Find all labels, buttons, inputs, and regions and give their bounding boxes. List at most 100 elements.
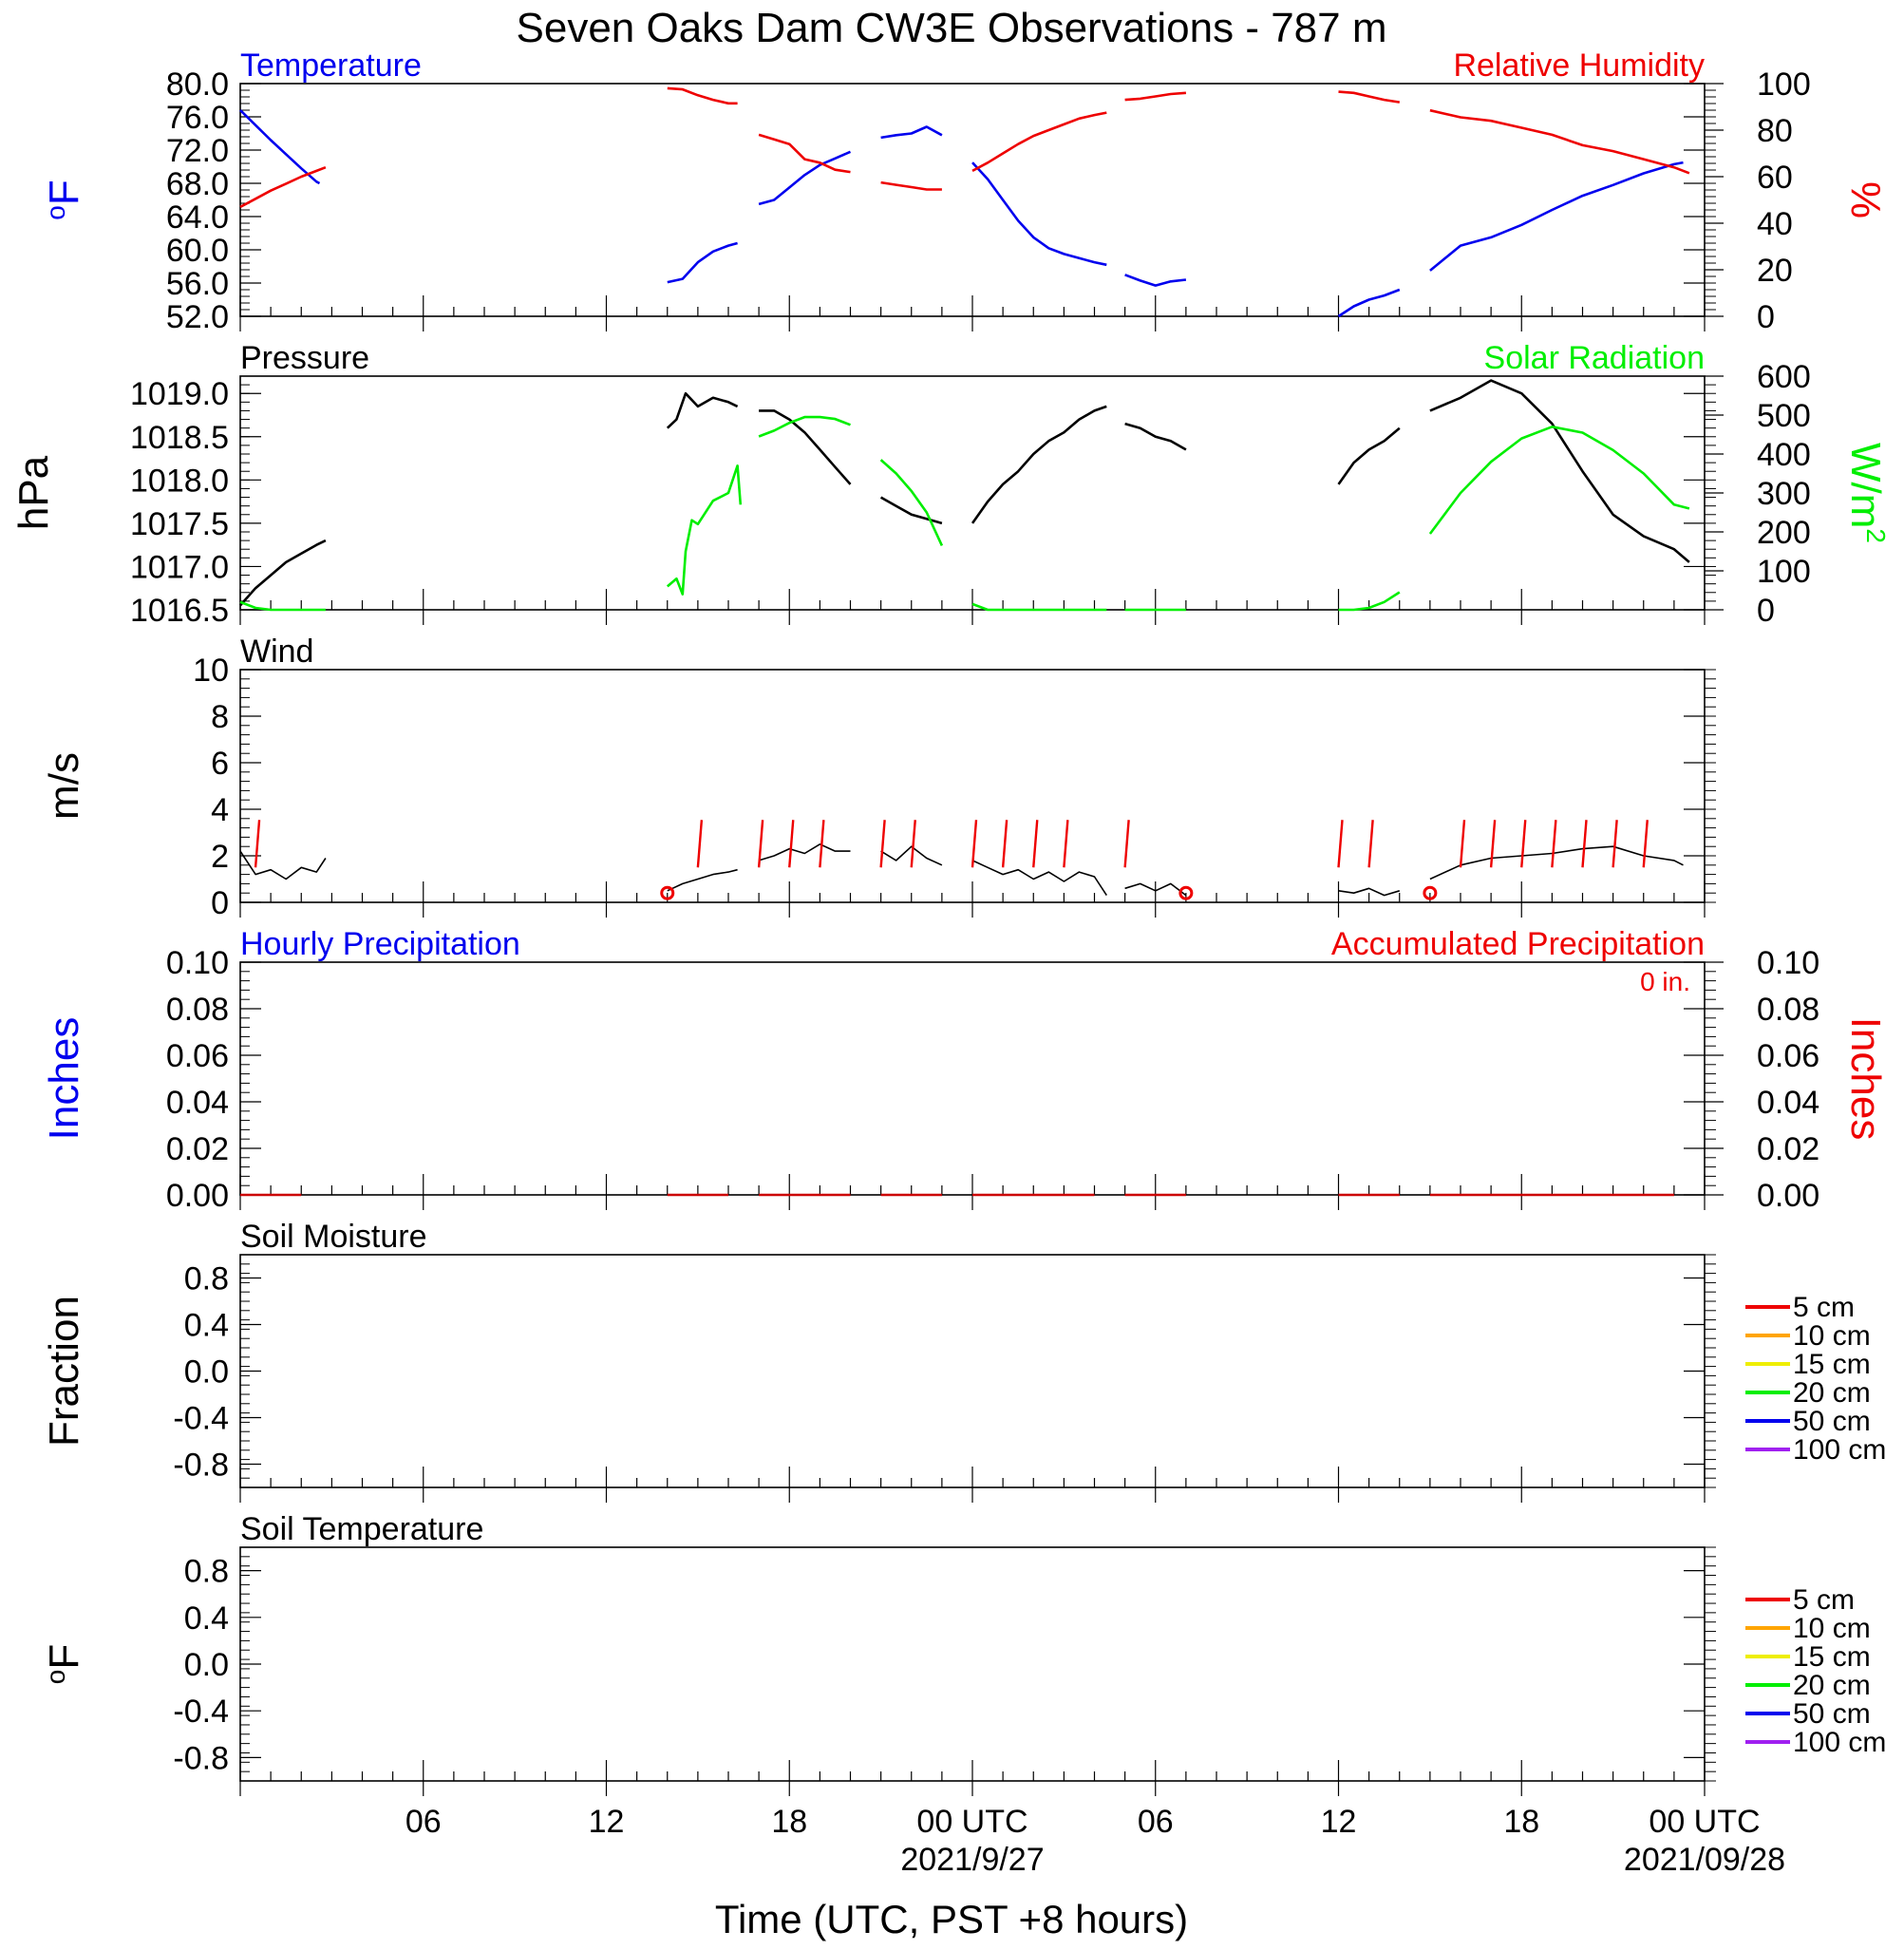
y-tick-label: 0.0 bbox=[184, 1647, 229, 1683]
y-axis-label-right: Inches bbox=[1842, 1017, 1889, 1141]
series-line-solar-radiation bbox=[758, 415, 851, 438]
y-axis-label-left: m/s bbox=[41, 752, 87, 820]
y-tick-label: 8 bbox=[211, 699, 229, 735]
series-line-temperature bbox=[667, 241, 738, 284]
y-tick-label: 0.10 bbox=[166, 945, 229, 981]
panel-title-left: Soil Moisture bbox=[240, 1219, 427, 1255]
series-line-solar-radiation bbox=[971, 602, 1107, 612]
legend-label: 5 cm bbox=[1793, 1584, 1855, 1616]
y-right-tick-label: 60 bbox=[1757, 160, 1793, 196]
y-tick-label: 0 bbox=[211, 885, 229, 921]
series-line-relative-humidity bbox=[667, 86, 738, 105]
y-tick-label: 52.0 bbox=[166, 299, 229, 335]
series-line-temperature bbox=[1124, 274, 1187, 287]
y-right-tick-label: 100 bbox=[1757, 554, 1811, 590]
panels: 52.056.060.064.068.072.076.080.002040608… bbox=[10, 47, 1891, 1878]
series-line-relative-humidity bbox=[239, 165, 327, 209]
calm-wind-marker bbox=[1423, 885, 1438, 900]
legend-label: 50 cm bbox=[1793, 1698, 1871, 1730]
y-tick-label: 10 bbox=[193, 653, 229, 689]
legend-label: 15 cm bbox=[1793, 1349, 1871, 1380]
panel-title-right: Solar Radiation bbox=[1484, 340, 1705, 376]
series-line-wind-speed bbox=[667, 868, 738, 892]
y-right-tick-label: 300 bbox=[1757, 476, 1811, 512]
panel-title-left: Pressure bbox=[240, 340, 369, 376]
series-line-pressure bbox=[759, 409, 852, 485]
series-line-temperature bbox=[758, 150, 852, 206]
wind-barb bbox=[1551, 820, 1557, 868]
x-tick-label: 00 UTC bbox=[1649, 1804, 1760, 1840]
series-line-solar-radiation bbox=[239, 600, 326, 612]
legend-label: 15 cm bbox=[1793, 1641, 1871, 1673]
y-right-tick-label: 600 bbox=[1757, 359, 1811, 395]
panel-soil-moisture: -0.8 -0.4 0.0 0.4 0.8 Soil Moisture Fraction 5 … bbox=[41, 1219, 1886, 1503]
y-axis-label-left: Fraction bbox=[41, 1296, 87, 1447]
y-tick-label: -0.4 bbox=[173, 1401, 229, 1437]
y-right-tick-label: 200 bbox=[1757, 515, 1811, 551]
figure-title: Seven Oaks Dam CW3E Observations - 787 m bbox=[517, 5, 1387, 51]
panel-title-left: Hourly Precipitation bbox=[240, 926, 520, 962]
panel-title-right: Relative Humidity bbox=[1453, 47, 1705, 84]
series-line-wind-speed bbox=[1124, 882, 1187, 897]
x-tick-label: 06 bbox=[1138, 1804, 1174, 1840]
x-tick-label: 12 bbox=[1321, 1804, 1357, 1840]
y-tick-label: 0.00 bbox=[166, 1178, 229, 1214]
y-tick-label: 0.4 bbox=[184, 1600, 229, 1637]
y-tick-label: 4 bbox=[211, 792, 229, 828]
y-axis-label-left: hPa bbox=[10, 455, 57, 530]
y-tick-label: -0.4 bbox=[173, 1694, 229, 1730]
series-line-pressure bbox=[1337, 426, 1401, 485]
wind-barb bbox=[971, 820, 978, 868]
series-line-relative-humidity bbox=[1429, 108, 1690, 175]
plot-frame bbox=[239, 83, 1706, 317]
series-line-temperature bbox=[1337, 288, 1401, 318]
y-tick-label: -0.8 bbox=[173, 1740, 229, 1776]
y-tick-label: 0.04 bbox=[166, 1085, 229, 1121]
wind-barb bbox=[1063, 820, 1069, 868]
series-line-solar-radiation bbox=[879, 459, 944, 546]
series-line-wind-speed bbox=[880, 845, 943, 866]
series-line-solar-radiation bbox=[1338, 591, 1401, 612]
panel-title-left: Wind bbox=[240, 634, 313, 670]
wind-barb bbox=[757, 820, 764, 868]
calm-wind-marker bbox=[1178, 885, 1194, 900]
y-tick-label: 1018.5 bbox=[130, 420, 229, 456]
wind-barb bbox=[1489, 820, 1497, 868]
plot-frame bbox=[239, 375, 1706, 611]
series-line-pressure bbox=[239, 539, 327, 607]
series-line-pressure bbox=[666, 391, 739, 429]
y-tick-label: 80.0 bbox=[166, 66, 229, 103]
y-tick-label: 60.0 bbox=[166, 233, 229, 269]
panel-precipitation: 0.00 0.02 0.04 0.06 0.08 0.10 0.00 0.02 0.04 0.06… bbox=[41, 926, 1889, 1214]
wind-barb bbox=[696, 820, 704, 868]
x-tick-label: 06 bbox=[405, 1804, 442, 1840]
series-line-wind-speed bbox=[1338, 887, 1401, 897]
y-tick-label: 1018.0 bbox=[130, 463, 229, 499]
series-line-wind-speed bbox=[971, 860, 1107, 897]
y-right-tick-label: 0.06 bbox=[1757, 1038, 1819, 1074]
y-right-tick-label: 500 bbox=[1757, 398, 1811, 434]
x-tick-date-label: 2021/9/27 bbox=[900, 1842, 1044, 1878]
legend-label: 100 cm bbox=[1793, 1727, 1886, 1758]
legend-label: 20 cm bbox=[1793, 1377, 1871, 1409]
series-line-temperature bbox=[239, 109, 321, 185]
x-tick-label: 18 bbox=[771, 1804, 807, 1840]
y-tick-label: 68.0 bbox=[166, 166, 229, 202]
y-right-tick-label: 0.02 bbox=[1757, 1131, 1819, 1167]
series-line-pressure bbox=[1124, 422, 1187, 451]
y-right-tick-label: 0.10 bbox=[1757, 945, 1819, 981]
x-tick-label: 18 bbox=[1503, 1804, 1539, 1840]
series-line-pressure bbox=[879, 496, 943, 525]
series-line-relative-humidity bbox=[880, 180, 942, 191]
plot-frame bbox=[239, 1254, 1706, 1488]
panel-pressure-solar: 1016.5 1017.0 1017.5 1018.0 1018.5 1019.0 0100… bbox=[10, 340, 1891, 629]
wind-barb bbox=[1367, 820, 1374, 868]
series-line-temperature bbox=[1429, 161, 1684, 272]
y-right-tick-label: 400 bbox=[1757, 437, 1811, 473]
x-axis-label: Time (UTC, PST +8 hours) bbox=[715, 1897, 1188, 1941]
x-tick-label: 12 bbox=[589, 1804, 625, 1840]
y-right-tick-label: 100 bbox=[1757, 66, 1811, 103]
series-line-solar-radiation bbox=[1428, 426, 1690, 535]
